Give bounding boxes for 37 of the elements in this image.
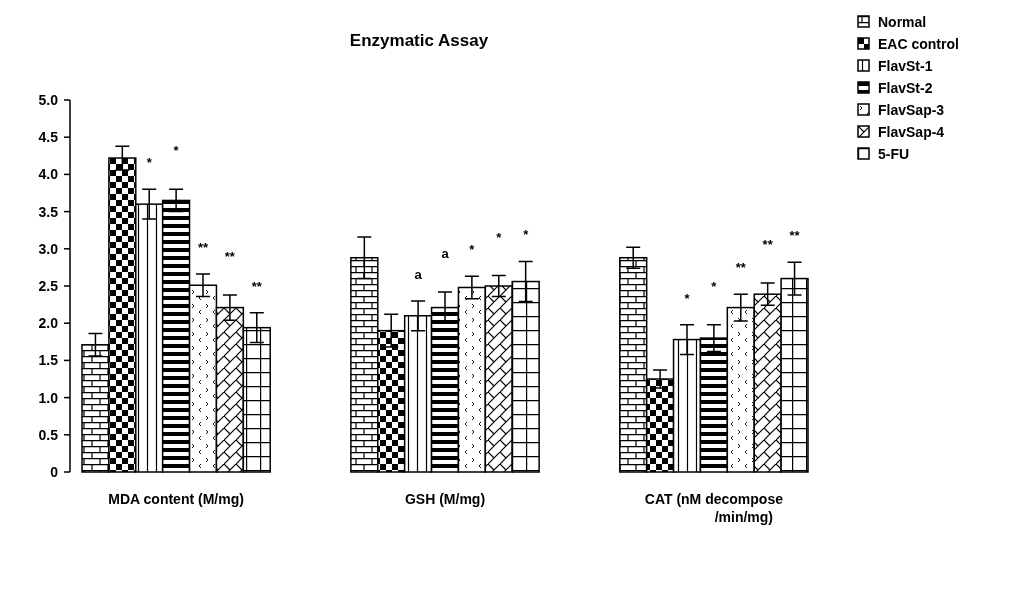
x-tick-label: GSH (M/mg) [404,491,486,507]
y-tick-label: 4.0 [38,166,59,183]
legend-label: FlavSap-3 [878,101,945,118]
legend-label: Normal [878,13,927,30]
annotation: ** [224,248,236,264]
y-tick-label: 2.0 [38,315,59,332]
y-tick-label: 4.5 [38,129,59,146]
annotation: * [684,290,691,306]
x-tick-label: MDA content (M/mg) [108,491,244,507]
annotation: * [469,242,476,258]
legend-label: FlavSt-1 [878,57,933,74]
chart-title: Enzymatic Assay [349,31,489,50]
annotation: ** [251,278,263,294]
y-tick-label: 0.5 [38,426,59,443]
annotation: * [173,143,180,159]
annotation: * [496,229,503,245]
legend-label: EAC control [878,35,959,52]
annotation: * [146,155,153,171]
legend-label: FlavSt-2 [878,79,933,96]
y-tick-label: 1.0 [38,389,59,406]
annotation: ** [789,228,801,244]
annotation: ** [197,240,209,256]
legend-label: FlavSap-4 [878,123,945,140]
y-tick-label: 0 [50,463,59,480]
y-tick-label: 1.5 [38,352,59,369]
annotation: * [711,278,718,294]
y-tick-label: 5.0 [38,91,59,108]
y-tick-label: 3.5 [38,203,59,220]
annotation: ** [735,260,747,276]
annotation: ** [762,237,774,253]
annotation: a [414,266,423,282]
annotation: a [441,245,450,261]
x-tick-label: CAT (nM decompose /min/mg) [644,491,784,525]
annotation: * [523,227,530,243]
y-tick-label: 2.5 [38,277,59,294]
y-tick-label: 3.0 [38,240,59,257]
legend-label: 5-FU [878,145,910,162]
